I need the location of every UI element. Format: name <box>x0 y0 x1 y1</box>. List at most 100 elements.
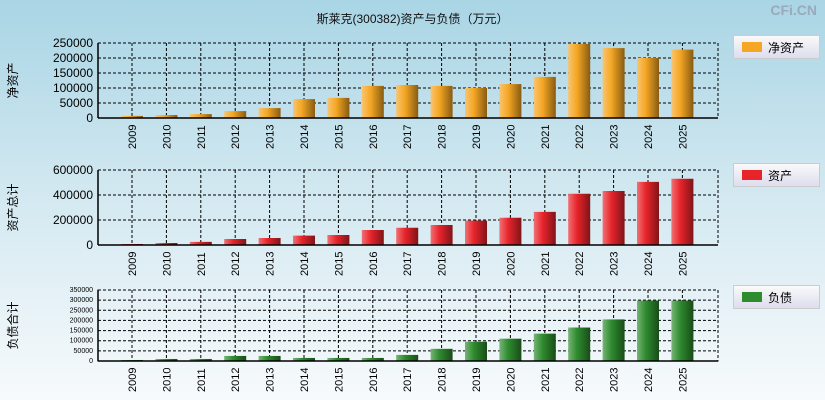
bar-2017 <box>396 354 419 361</box>
bar-2014 <box>293 235 315 245</box>
bar-2010 <box>155 243 178 245</box>
bar-2013 <box>258 108 281 118</box>
x-tick-label: 2024 <box>643 368 655 392</box>
x-tick-label: 2016 <box>368 125 380 149</box>
bar-2020 <box>499 217 522 245</box>
bar-2018 <box>430 85 453 118</box>
bar-2015 <box>327 97 350 118</box>
bar-2014 <box>293 99 315 118</box>
legend-swatch <box>742 42 762 52</box>
y-axis-label: 负债合计 <box>5 301 20 349</box>
x-tick-label: 2024 <box>643 252 655 276</box>
x-tick-label: 2020 <box>505 252 517 276</box>
y-tick-label: 0 <box>86 111 93 125</box>
bar-2017 <box>396 85 419 118</box>
x-tick-label: 2023 <box>609 368 621 392</box>
x-tick-label: 2011 <box>196 125 208 149</box>
bar-2018 <box>430 348 453 361</box>
bar-2022 <box>568 43 591 118</box>
bar-2014 <box>293 357 315 361</box>
bar-2020 <box>499 84 522 118</box>
chart-panel-1: 0 200000 400000 600000 2009 2010 2011 2012 2013 2… <box>6 163 719 276</box>
bar-2018 <box>430 225 453 245</box>
bar-2025 <box>671 178 694 245</box>
y-tick-label: 200000 <box>53 213 93 227</box>
y-tick-label: 250000 <box>70 307 93 314</box>
x-tick-label: 2015 <box>333 125 345 149</box>
bar-2012 <box>224 239 247 245</box>
legend-2: 负债 <box>733 285 820 309</box>
x-tick-label: 2022 <box>574 125 586 149</box>
bar-2023 <box>602 48 625 118</box>
x-tick-label: 2013 <box>265 252 277 276</box>
x-tick-label: 2022 <box>574 368 586 392</box>
bar-2021 <box>533 211 556 245</box>
x-tick-label: 2015 <box>333 368 345 392</box>
y-tick-label: 200000 <box>70 317 93 324</box>
x-tick-label: 2025 <box>677 125 689 149</box>
bar-2015 <box>327 357 350 361</box>
y-tick-label: 600000 <box>53 163 93 177</box>
x-tick-label: 2012 <box>230 368 242 392</box>
y-tick-label: 100000 <box>53 81 93 95</box>
x-tick-label: 2015 <box>333 252 345 276</box>
chart-title: 斯莱克(300382)资产与负债（万元） <box>316 12 509 26</box>
y-tick-label: 200000 <box>53 51 93 65</box>
legend-swatch <box>742 292 762 302</box>
x-tick-label: 2009 <box>127 125 139 149</box>
bar-2025 <box>671 49 694 118</box>
bar-2011 <box>189 241 212 245</box>
bar-2016 <box>361 230 384 245</box>
bar-2023 <box>602 191 625 245</box>
x-tick-label: 2012 <box>230 252 242 276</box>
y-axis-label: 净资产 <box>6 62 20 98</box>
y-tick-label: 150000 <box>53 66 93 80</box>
x-tick-label: 2021 <box>540 368 552 392</box>
x-tick-label: 2017 <box>402 368 414 392</box>
bar-2019 <box>465 88 487 118</box>
legend-label: 净资产 <box>768 40 805 55</box>
bar-2019 <box>465 220 487 245</box>
bar-2022 <box>568 327 591 361</box>
x-tick-label: 2018 <box>437 252 449 276</box>
bar-2024 <box>637 58 659 118</box>
bar-2017 <box>396 227 419 245</box>
x-tick-label: 2010 <box>161 368 173 392</box>
bar-2010 <box>155 115 178 118</box>
bar-2016 <box>361 85 384 118</box>
y-tick-label: 400000 <box>53 188 93 202</box>
y-tick-label: 300000 <box>70 297 93 304</box>
x-tick-label: 2025 <box>677 368 689 392</box>
bar-2012 <box>224 355 247 361</box>
bar-2020 <box>499 338 522 361</box>
x-tick-label: 2009 <box>127 368 139 392</box>
y-tick-label: 50000 <box>74 348 94 355</box>
x-tick-label: 2023 <box>609 252 621 276</box>
x-tick-label: 2010 <box>161 125 173 149</box>
watermark: CFi.CN <box>770 2 817 18</box>
x-tick-label: 2011 <box>196 368 208 392</box>
x-tick-label: 2020 <box>505 368 517 392</box>
x-tick-label: 2021 <box>540 252 552 276</box>
y-tick-label: 150000 <box>70 328 93 335</box>
x-tick-label: 2016 <box>368 252 380 276</box>
bar-2010 <box>155 358 178 361</box>
bar-2025 <box>671 300 694 361</box>
bar-2019 <box>465 341 487 361</box>
legend-0: 净资产 <box>733 35 820 59</box>
x-tick-label: 2016 <box>368 368 380 392</box>
x-tick-label: 2017 <box>402 252 414 276</box>
x-tick-label: 2014 <box>299 368 311 392</box>
x-tick-label: 2013 <box>265 125 277 149</box>
legend-label: 资产 <box>768 168 793 183</box>
x-tick-label: 2021 <box>540 125 552 149</box>
x-tick-label: 2019 <box>471 368 483 392</box>
x-tick-label: 2018 <box>437 125 449 149</box>
x-tick-label: 2013 <box>265 368 277 392</box>
bar-2016 <box>361 357 384 361</box>
y-tick-label: 0 <box>89 358 93 365</box>
legend-label: 负债 <box>768 290 793 305</box>
chart-panel-2: 0 50000 100000 150000 200000 250000 300000 3500… <box>5 287 719 392</box>
